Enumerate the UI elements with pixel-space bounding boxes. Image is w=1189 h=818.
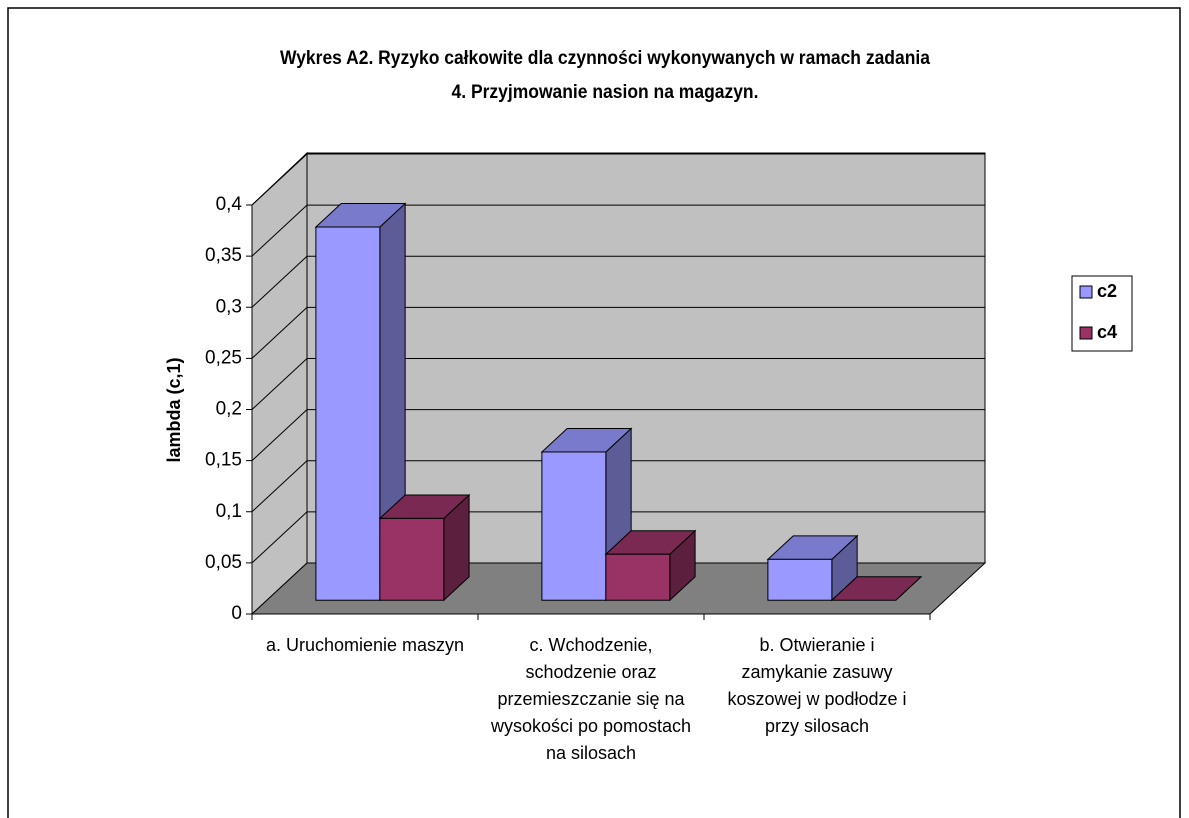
y-tick-label: 0 — [231, 603, 242, 624]
grid-line — [251, 204, 308, 257]
legend-swatch — [1079, 285, 1093, 299]
bar — [605, 553, 671, 601]
x-tick-label: a. Uruchomienie maszyn — [265, 635, 465, 655]
grid-line — [251, 409, 308, 461]
y-tick-label: 0,35 — [205, 245, 242, 266]
y-tick-label: 0,1 — [216, 501, 242, 522]
y-tick-label: 0,2 — [216, 399, 242, 420]
x-tick-label: c. Wchodzenie, schodzenie oraz przemiesz… — [490, 635, 692, 763]
y-tick-label: 0,05 — [205, 552, 242, 573]
legend-label: c4 — [1097, 322, 1117, 342]
grid-line — [251, 255, 308, 308]
y-tick-label: 0,4 — [216, 194, 243, 215]
bar — [379, 517, 445, 601]
grid-line — [251, 307, 308, 359]
chart-title: Wykres A2. Ryzyko całkowite dla czynnośc… — [280, 48, 930, 103]
grid-line — [251, 153, 308, 206]
legend-label: c2 — [1097, 281, 1117, 301]
x-tick-label: b. Otwieranie i zamykanie zasuwy koszowe… — [727, 635, 907, 736]
bar — [767, 558, 833, 601]
bar-top — [830, 576, 923, 601]
y-tick-label: 0,3 — [216, 296, 242, 317]
grid-line — [251, 511, 308, 564]
y-tick-label: 0,25 — [205, 347, 242, 368]
y-axis-label: lambda (c,1) — [164, 357, 184, 462]
y-tick-label: 0,15 — [205, 450, 242, 471]
bars — [314, 202, 923, 602]
legend-items: c2 c4 — [1079, 281, 1117, 342]
grid-line — [251, 358, 308, 410]
grid — [251, 153, 985, 564]
bar — [315, 226, 381, 601]
legend-swatch — [1079, 326, 1093, 340]
bar — [541, 451, 607, 601]
grid-line — [251, 460, 308, 513]
